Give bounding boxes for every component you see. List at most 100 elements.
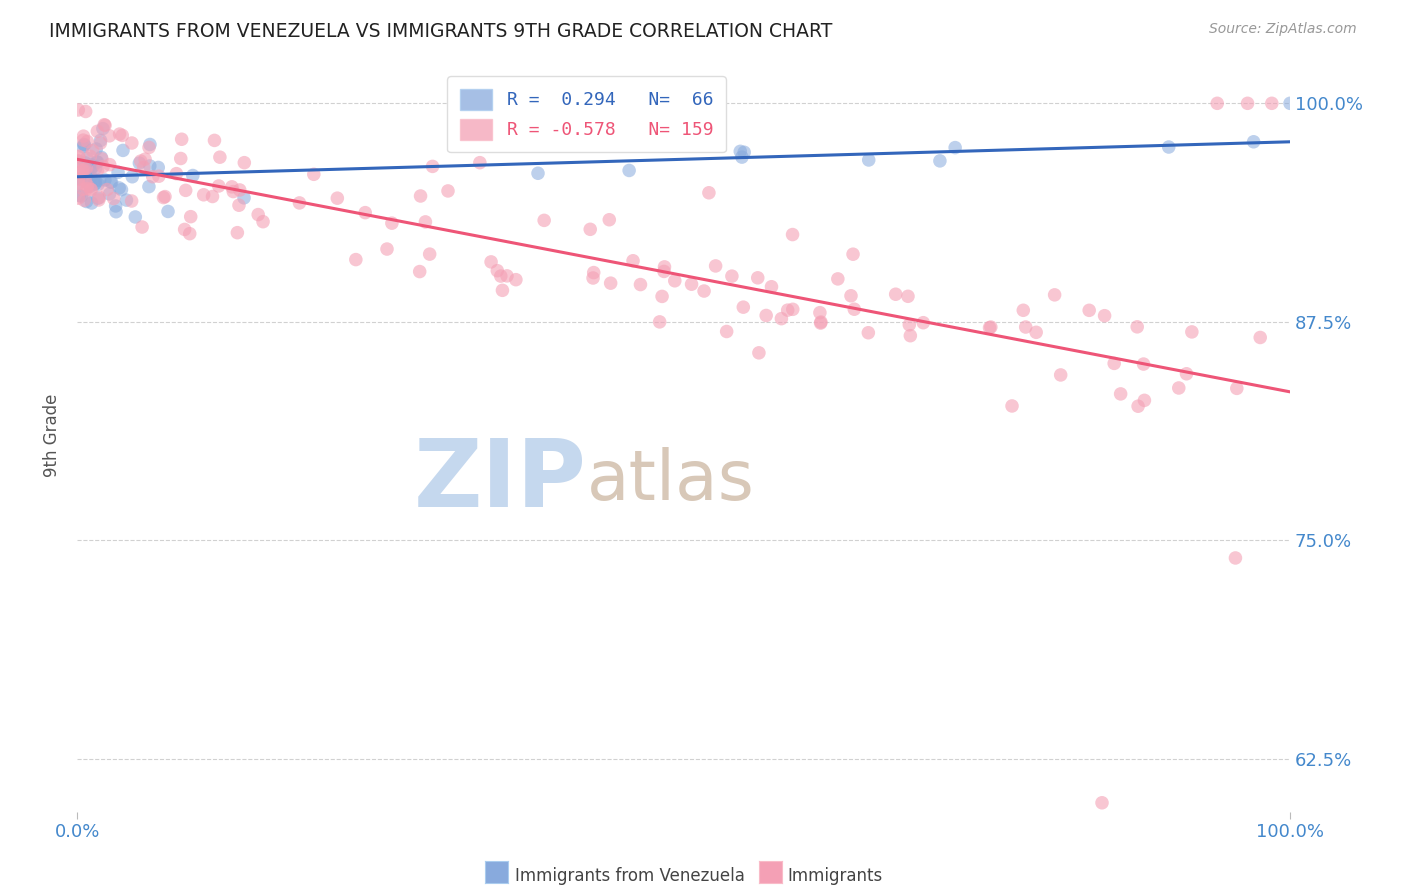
Point [89, 136, 111, 150]
Point [761, 279, 783, 293]
Point [67, 177, 90, 191]
Legend: R =  0.294   N=  66, R = -0.578   N= 159: R = 0.294 N= 66, R = -0.578 N= 159 [447, 76, 725, 153]
Point [72, 139, 94, 153]
Point [598, 212, 620, 227]
Point [80, 169, 103, 184]
Point [505, 273, 527, 287]
Point [84, 142, 107, 156]
Point [1078, 303, 1101, 318]
Point [86, 124, 108, 138]
Point [138, 140, 160, 154]
Point [89, 190, 111, 204]
Point [1043, 288, 1066, 302]
Point [98, 186, 121, 201]
Point [84, 161, 107, 175]
Point [98, 128, 121, 143]
Point [1025, 326, 1047, 340]
Point [884, 287, 907, 301]
Point [228, 183, 250, 197]
Point [630, 277, 652, 292]
Point [70, 189, 93, 203]
Point [782, 302, 804, 317]
Point [770, 311, 793, 326]
Point [776, 303, 799, 318]
Point [326, 191, 349, 205]
Point [1236, 96, 1258, 111]
Point [415, 215, 437, 229]
Point [94, 119, 117, 133]
Point [652, 264, 675, 278]
Point [208, 178, 231, 193]
Point [90, 150, 112, 164]
Point [121, 136, 143, 150]
Point [748, 346, 770, 360]
Point [139, 159, 162, 173]
Point [233, 155, 256, 169]
Point [82, 144, 104, 158]
Point [858, 153, 880, 167]
Point [129, 154, 152, 169]
Point [73, 138, 96, 153]
Point [208, 150, 231, 164]
Point [496, 268, 519, 283]
Point [148, 161, 170, 175]
Point [72, 163, 94, 178]
Point [582, 271, 605, 285]
Point [83, 177, 105, 191]
Point [302, 167, 325, 181]
Point [69, 171, 91, 186]
Point [67, 161, 90, 176]
Point [898, 328, 921, 343]
Point [87, 177, 110, 191]
Point [76, 194, 98, 209]
Point [730, 145, 752, 159]
Text: ZIP: ZIP [413, 434, 586, 526]
Point [897, 289, 920, 303]
Point [252, 215, 274, 229]
Point [174, 183, 197, 197]
Point [170, 132, 193, 146]
Point [344, 252, 367, 267]
Point [489, 269, 512, 284]
Point [87, 193, 110, 207]
Point [222, 185, 245, 199]
Point [90, 133, 112, 147]
Point [80, 161, 103, 176]
Point [107, 165, 129, 179]
Point [375, 242, 398, 256]
Point [94, 173, 117, 187]
Point [80, 158, 103, 172]
Point [67, 149, 90, 163]
Point [979, 320, 1001, 334]
Point [76, 178, 98, 193]
Point [579, 222, 602, 236]
Point [76, 167, 98, 181]
Point [86, 162, 108, 177]
Point [104, 199, 127, 213]
Point [82, 159, 104, 173]
Point [80, 183, 103, 197]
Point [1132, 357, 1154, 371]
Point [142, 169, 165, 184]
Point [731, 150, 754, 164]
Point [132, 161, 155, 175]
Point [180, 210, 202, 224]
Point [1091, 796, 1114, 810]
Point [73, 161, 96, 176]
Point [808, 306, 831, 320]
Point [173, 222, 195, 236]
Point [67, 154, 90, 169]
Point [1157, 140, 1180, 154]
Point [72, 162, 94, 177]
Point [128, 156, 150, 170]
Point [72, 129, 94, 144]
Point [1167, 381, 1189, 395]
Point [621, 253, 644, 268]
Point [381, 216, 404, 230]
Point [111, 144, 134, 158]
Point [76, 181, 98, 195]
Point [87, 191, 110, 205]
Point [747, 270, 769, 285]
Point [73, 194, 96, 208]
Point [486, 263, 509, 277]
